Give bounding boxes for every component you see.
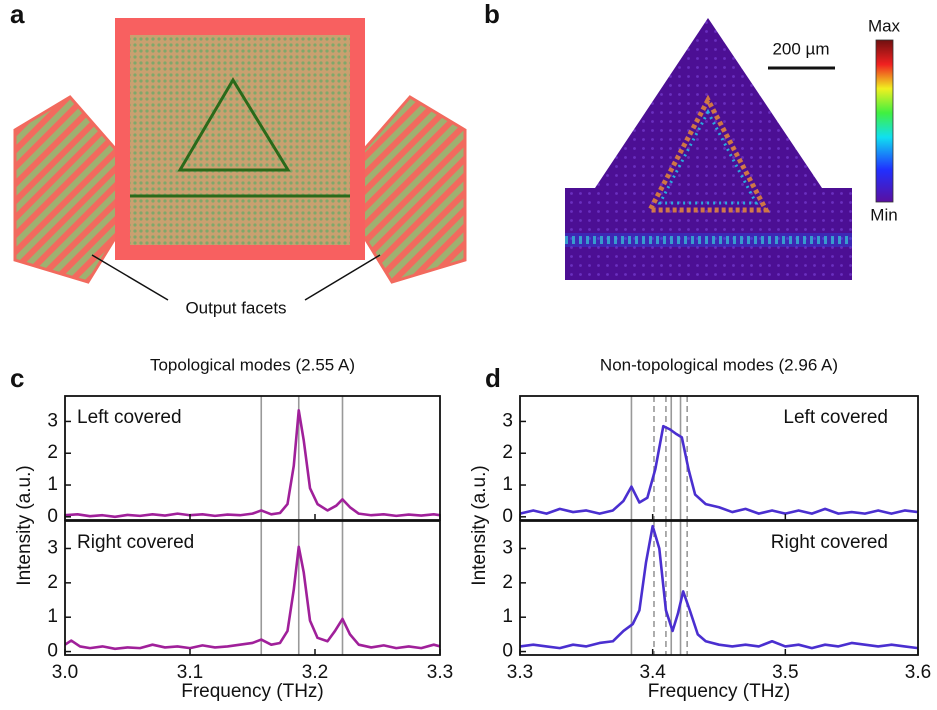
- y-tick-label: 0: [502, 506, 513, 527]
- data-line: [65, 545, 440, 651]
- x-tick-label: 3.4: [639, 662, 666, 683]
- y-tick-label: 2: [47, 442, 58, 463]
- axes-frame: [519, 520, 919, 656]
- x-tick-label: 3.1: [177, 662, 203, 683]
- y-axis-label: Intensity (a.u.): [469, 465, 490, 585]
- y-tick-label: 2: [502, 572, 513, 593]
- x-tick-label: 3.0: [52, 662, 78, 683]
- colorbar-label: Max: [868, 16, 901, 35]
- y-tick-label: 2: [502, 442, 513, 463]
- axes-frame: [64, 520, 441, 656]
- device-schematic: [13, 18, 467, 301]
- y-tick-label: 2: [47, 572, 58, 593]
- data-line: [520, 424, 918, 515]
- y-tick-label: 3: [47, 410, 58, 431]
- x-axis-label: Frequency (THz): [648, 681, 791, 702]
- colorbar-label: Min: [870, 205, 897, 224]
- subplot-label: Right covered: [77, 532, 194, 553]
- subplot-label: Left covered: [783, 407, 888, 428]
- y-tick-label: 0: [502, 641, 513, 662]
- axes-frame: [519, 395, 919, 521]
- subplot-label: Right covered: [771, 532, 888, 553]
- data-line: [520, 524, 918, 650]
- panel-letter: c: [10, 363, 24, 393]
- y-tick-label: 1: [47, 606, 58, 627]
- y-tick-label: 3: [47, 538, 58, 559]
- y-tick-label: 1: [502, 474, 513, 495]
- x-tick-label: 3.3: [427, 662, 453, 683]
- chart-title: Non-topological modes (2.96 A): [600, 355, 838, 374]
- y-axis-label: Intensity (a.u.): [14, 465, 35, 585]
- y-tick-label: 1: [502, 606, 513, 627]
- y-tick-label: 3: [502, 538, 513, 559]
- y-tick-label: 0: [47, 506, 58, 527]
- subplot-label: Left covered: [77, 407, 182, 428]
- annotation: Output facets: [185, 298, 286, 317]
- panel-letter: a: [10, 0, 25, 29]
- chart-title: Topological modes (2.55 A): [150, 355, 355, 374]
- y-tick-label: 0: [47, 641, 58, 662]
- data-line: [65, 409, 440, 519]
- x-tick-label: 3.3: [507, 662, 533, 683]
- scale-bar-label: 200 µm: [772, 39, 829, 58]
- panel-letter: d: [485, 363, 501, 393]
- x-tick-label: 3.6: [905, 662, 931, 683]
- axes-frame: [64, 395, 441, 521]
- y-tick-label: 1: [47, 474, 58, 495]
- panel-letter: b: [484, 0, 500, 29]
- x-tick-label: 3.5: [772, 662, 798, 683]
- x-tick-label: 3.2: [302, 662, 328, 683]
- field-map: [565, 18, 894, 280]
- x-axis-label: Frequency (THz): [181, 681, 324, 702]
- y-tick-label: 3: [502, 410, 513, 431]
